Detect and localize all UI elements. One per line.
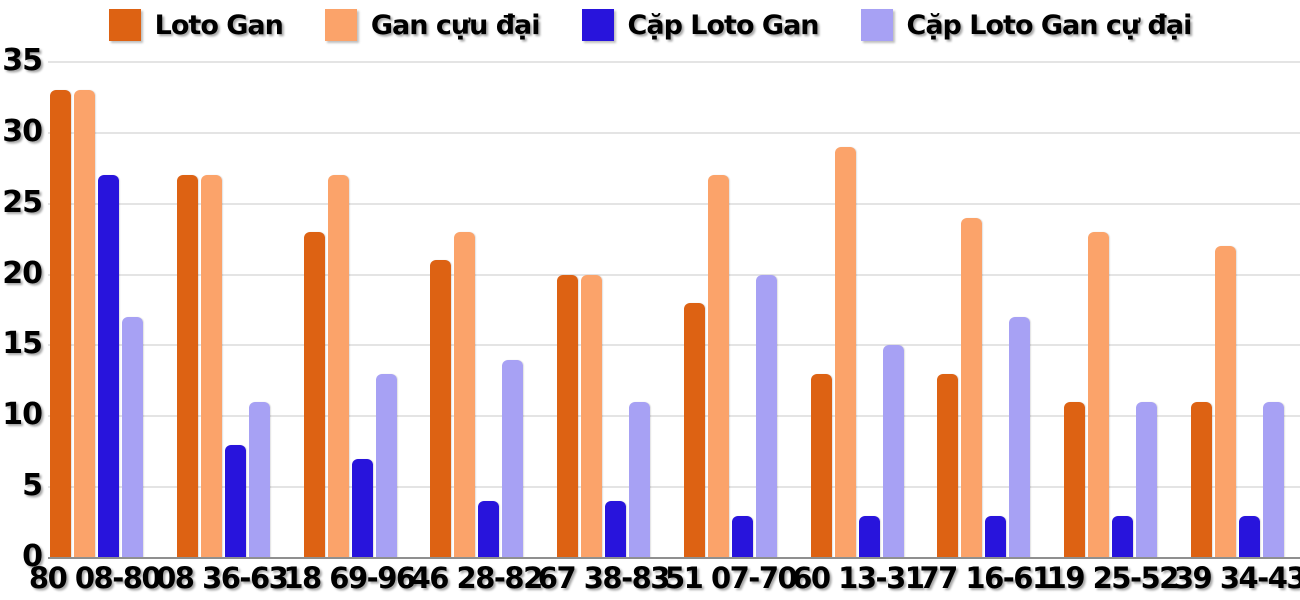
legend-swatch-icon xyxy=(860,9,893,41)
bar xyxy=(1214,246,1236,558)
bar xyxy=(1136,402,1158,558)
bar-group-6 xyxy=(683,62,777,558)
legend-item-3[interactable]: Cặp Loto Gan xyxy=(581,9,820,41)
bar xyxy=(248,402,270,558)
x-axis-label-8: 77 16-61 xyxy=(919,561,1052,595)
bar-group-4 xyxy=(430,62,524,558)
legend-item-1[interactable]: Loto Gan xyxy=(108,9,284,41)
bar xyxy=(98,175,119,558)
bar-group-10 xyxy=(1190,62,1284,558)
bar xyxy=(224,444,246,558)
bar-group-1 xyxy=(50,62,143,558)
bar xyxy=(731,515,753,558)
bar xyxy=(502,359,524,558)
y-axis: 0 5 10 15 20 25 30 35 xyxy=(0,0,43,600)
bar xyxy=(122,317,143,558)
legend-label: Gan cựu đại xyxy=(370,9,541,41)
bar xyxy=(557,274,579,558)
bar xyxy=(1238,515,1260,558)
legend-label: Cặp Loto Gan xyxy=(627,9,820,41)
x-axis-label-3: 18 69-96 xyxy=(283,561,416,595)
bar xyxy=(375,373,397,558)
x-axis-label-2: 08 36-63 xyxy=(156,561,289,595)
x-axis-label-5: 67 38-83 xyxy=(537,561,671,595)
bar xyxy=(1088,232,1110,558)
bar xyxy=(454,232,476,558)
bar xyxy=(683,302,705,558)
bar xyxy=(1112,515,1134,558)
bar xyxy=(581,274,603,558)
bar xyxy=(985,515,1007,558)
gridline-5 xyxy=(48,486,1300,489)
y-axis-tick-30: 30 xyxy=(2,113,43,149)
y-axis-tick-5: 5 xyxy=(22,468,43,504)
bar xyxy=(303,232,325,558)
legend-swatch-icon xyxy=(581,9,614,41)
bar xyxy=(478,501,500,558)
bar xyxy=(351,458,373,558)
legend-item-2[interactable]: Gan cựu đại xyxy=(324,9,541,41)
bar xyxy=(858,515,880,558)
legend-item-4[interactable]: Cặp Loto Gan cự đại xyxy=(860,9,1193,41)
bar xyxy=(176,175,198,558)
y-axis-tick-10: 10 xyxy=(2,397,43,433)
bar xyxy=(74,90,95,558)
bar xyxy=(1064,402,1086,558)
bar-group-2 xyxy=(176,62,270,558)
y-axis-tick-35: 35 xyxy=(2,43,43,79)
gridline-25 xyxy=(48,202,1300,205)
bar xyxy=(327,175,349,558)
gridline-10 xyxy=(48,415,1300,418)
plot-area xyxy=(48,61,1300,559)
bar xyxy=(882,345,904,558)
bar xyxy=(834,147,856,558)
bar xyxy=(629,402,651,558)
x-axis-baseline xyxy=(48,557,1300,559)
bar xyxy=(1262,402,1284,558)
x-axis-label-1: 80 08-80 xyxy=(28,561,162,595)
bar-group-7 xyxy=(810,62,904,558)
bar-groups xyxy=(50,62,1284,558)
bar xyxy=(1190,402,1212,558)
x-axis-label-10: 39 34-43 xyxy=(1173,561,1300,595)
x-axis-label-7: 60 13-31 xyxy=(792,561,925,595)
bar xyxy=(200,175,222,558)
legend-label: Cặp Loto Gan cự đại xyxy=(906,9,1193,41)
y-axis-tick-20: 20 xyxy=(2,255,43,291)
x-axis-label-9: 19 25-52 xyxy=(1046,561,1180,595)
legend-label: Loto Gan xyxy=(154,9,284,41)
bar xyxy=(755,274,777,558)
bar xyxy=(1009,317,1031,558)
gridline-20 xyxy=(48,273,1300,276)
bar-group-8 xyxy=(937,62,1031,558)
bar xyxy=(937,373,959,558)
bar xyxy=(430,260,452,558)
legend-swatch-icon xyxy=(324,9,357,41)
bar xyxy=(810,373,832,558)
x-axis-label-6: 51 07-70 xyxy=(665,561,798,595)
bar xyxy=(605,501,627,558)
chart-legend: Loto Gan Gan cựu đại Cặp Loto Gan Cặp Loto … xyxy=(0,4,1300,46)
bar xyxy=(50,90,71,558)
gridline-35 xyxy=(48,61,1300,63)
bar-group-5 xyxy=(557,62,651,558)
x-axis-label-4: 46 28-82 xyxy=(410,561,544,595)
y-axis-tick-25: 25 xyxy=(2,184,43,220)
gridline-15 xyxy=(48,344,1300,347)
legend-swatch-icon xyxy=(108,9,141,41)
gridline-30 xyxy=(48,131,1300,134)
bar-group-9 xyxy=(1064,62,1158,558)
bar-group-3 xyxy=(303,62,397,558)
y-axis-tick-0: 0 xyxy=(22,539,43,575)
bar xyxy=(707,175,729,558)
x-axis: 80 08-80 08 36-63 18 69-96 46 28-82 67 38-83… xyxy=(28,560,1300,600)
bar xyxy=(961,217,983,558)
y-axis-tick-15: 15 xyxy=(2,326,43,362)
